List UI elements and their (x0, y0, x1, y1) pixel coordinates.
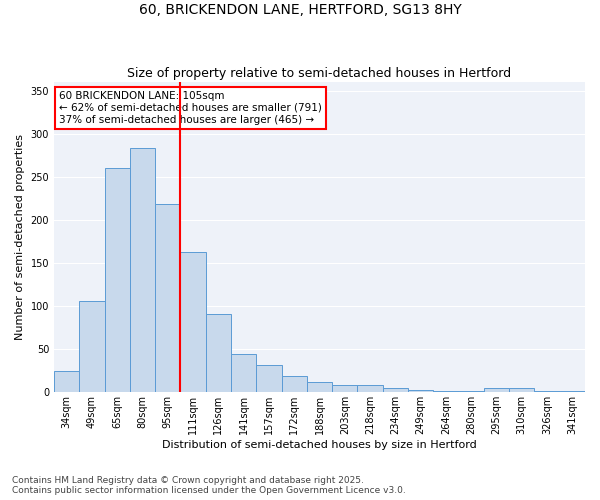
Bar (54, 370, 79, 392)
Bar (130, 148, 155, 392)
Text: 60, BRICKENDON LANE, HERTFORD, SG13 8HY: 60, BRICKENDON LANE, HERTFORD, SG13 8HY (139, 2, 461, 16)
Text: Contains HM Land Registry data © Crown copyright and database right 2025.
Contai: Contains HM Land Registry data © Crown c… (12, 476, 406, 495)
Title: Size of property relative to semi-detached houses in Hertford: Size of property relative to semi-detach… (127, 66, 512, 80)
Bar (79, 301, 104, 392)
Y-axis label: Number of semi-detached properties: Number of semi-detached properties (15, 134, 25, 340)
Bar (307, 382, 332, 392)
Bar (155, 204, 181, 392)
Bar (231, 354, 256, 393)
Bar (509, 388, 535, 392)
Bar (332, 384, 358, 392)
Text: 60 BRICKENDON LANE: 105sqm
← 62% of semi-detached houses are smaller (791)
37% o: 60 BRICKENDON LANE: 105sqm ← 62% of semi… (59, 92, 322, 124)
Bar (181, 252, 206, 392)
Bar (433, 390, 458, 392)
Bar (358, 384, 383, 392)
Bar (281, 376, 307, 392)
Bar (256, 364, 281, 392)
Bar (484, 388, 509, 392)
Bar (206, 314, 231, 392)
Bar (383, 388, 408, 392)
Bar (408, 390, 433, 392)
Bar (104, 168, 130, 392)
X-axis label: Distribution of semi-detached houses by size in Hertford: Distribution of semi-detached houses by … (162, 440, 477, 450)
